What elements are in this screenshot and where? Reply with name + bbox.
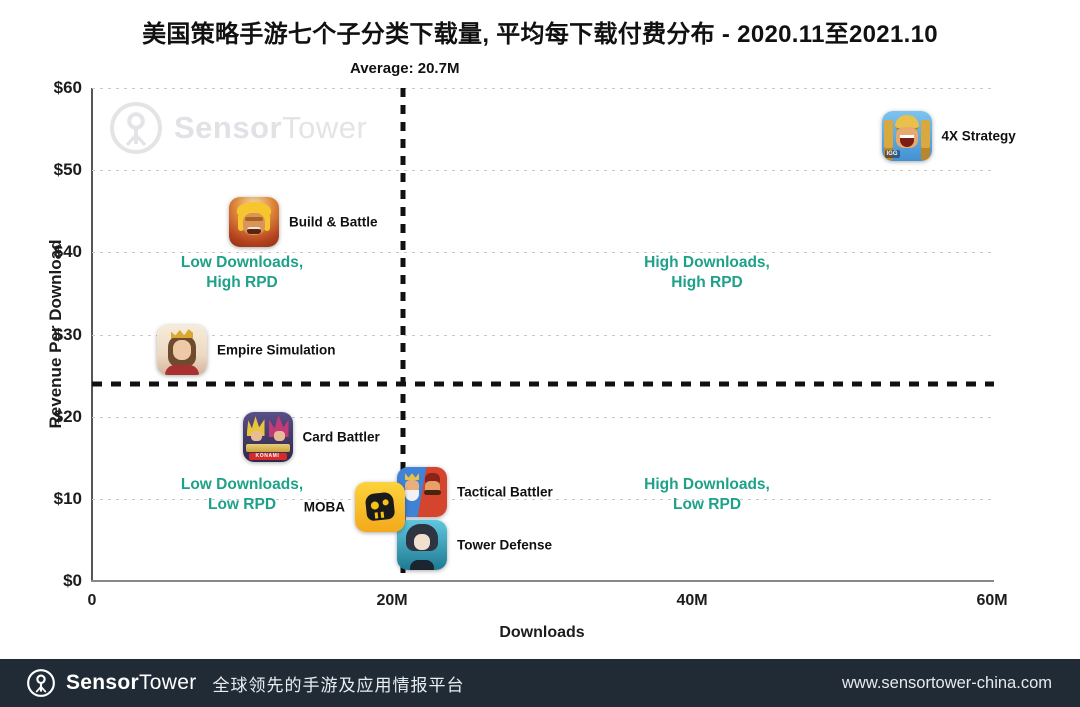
point-build-battle[interactable]: Build & Battle [229,196,378,247]
point-tactical-battler[interactable]: Tactical Battler [397,467,553,518]
empire-simulation-app-icon [157,325,207,376]
y-tick-label: $40 [53,242,82,262]
x-tick-label: 60M [976,592,1008,609]
quadrant-label-low-downloads-low-rpd: Low Downloads, Low RPD [180,475,304,513]
gridline [92,416,992,418]
gridline [92,88,992,89]
y-tick-label: $10 [53,488,82,508]
sensortower-footer-logo-icon [27,669,55,697]
x-tick-label: 20M [376,592,408,609]
y-tick-label: $20 [53,406,82,426]
footer-brand: SensorTower 全球领先的手游及应用情报平台 [26,668,465,698]
moba-app-icon [355,482,405,533]
point-tower-defense[interactable]: Tower Defense [397,519,552,570]
sensortower-logo-icon [110,102,162,154]
gridline [92,170,992,172]
footer-bar: SensorTower 全球领先的手游及应用情报平台 www.sensortow… [0,659,1080,707]
tactical-battler-app-icon [397,467,447,518]
point-4x-strategy[interactable]: IGG 4X Strategy [881,110,1016,161]
point-label-build-battle: Build & Battle [289,214,378,230]
footer-tagline: 全球领先的手游及应用情报平台 [212,675,465,695]
quadrant-label-high-downloads-low-rpd: High Downloads, Low RPD [644,475,770,513]
point-card-battler[interactable]: KONAMI Card Battler [242,412,380,463]
chart-title: 美国策略手游七个子分类下载量, 平均每下载付费分布 - 2020.11至2021… [142,21,938,48]
y-tick-label: $50 [53,160,82,180]
footer-website-link[interactable]: www.sensortower-china.com [842,673,1052,692]
point-label-empire-simulation: Empire Simulation [217,342,336,358]
x-tick-label: 40M [676,592,708,609]
watermark: SensorTower [108,100,367,156]
card-battler-app-icon: KONAMI [242,412,293,463]
y-tick-label: $30 [53,324,82,344]
tower-defense-app-icon [397,519,447,570]
point-label-tactical-battler: Tactical Battler [457,484,553,500]
point-label-tower-defense: Tower Defense [457,537,553,553]
average-downloads-line [400,88,405,581]
average-rpd-line [92,381,994,387]
x-tick-label: 0 [87,592,97,609]
gridline [92,334,992,336]
y-tick-label: $0 [63,571,82,590]
build-battle-app-icon [229,196,279,247]
point-label-4x-strategy: 4X Strategy [941,128,1016,144]
x-axis-title: Downloads [499,624,585,641]
igg-badge: IGG [884,149,900,158]
x-axis-line [91,580,994,582]
point-empire-simulation[interactable]: Empire Simulation [157,325,336,376]
gridline [92,498,992,500]
watermark-wordmark: SensorTower [174,110,368,145]
footer-wordmark: SensorTower [66,671,197,694]
point-label-moba: MOBA [303,499,345,515]
y-tick-label: $60 [53,78,82,97]
konami-badge: KONAMI [248,453,287,461]
point-moba[interactable]: MOBA [304,482,405,533]
average-downloads-label: Average: 20.7M [349,60,460,77]
quadrant-label-high-downloads-high-rpd: High Downloads, High RPD [644,253,770,291]
4x-strategy-app-icon: IGG [881,110,932,161]
quadrant-label-low-downloads-high-rpd: Low Downloads, High RPD [180,253,304,291]
point-label-card-battler: Card Battler [302,429,380,445]
gridline [92,252,992,254]
